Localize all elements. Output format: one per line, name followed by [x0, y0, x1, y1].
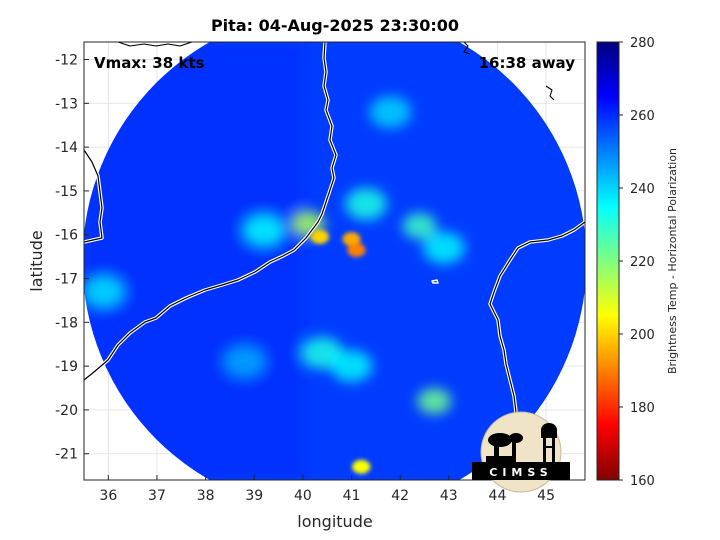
mozambique-coast: [84, 42, 337, 381]
madagascar-coast: [489, 221, 585, 413]
comoros-island: [463, 42, 471, 55]
bt-feature: [84, 275, 125, 308]
bt-feature: [290, 210, 325, 237]
bt-feature: [243, 214, 285, 247]
vmax-annotation: Vmax: 38 kts: [94, 54, 204, 72]
y-tick-label: -19: [55, 359, 78, 375]
bt-feature: [417, 388, 452, 415]
x-tick-label: 44: [489, 488, 507, 504]
colorbar-gradient: [596, 41, 620, 481]
y-tick-label: -17: [55, 272, 78, 288]
colorbar-tick-label: 260: [630, 109, 655, 124]
y-tick-label: -21: [55, 447, 78, 463]
colorbar-label: Brightness Temp - Horizontal Polarizatio…: [666, 148, 679, 374]
y-axis-ticks: -12 -13 -14 -15 -16 -17 -18 -19 -20 -21: [55, 53, 89, 463]
tanzania-coast: [117, 42, 193, 47]
bt-feature: [342, 232, 361, 247]
convective-cores: [310, 229, 371, 474]
bt-feature: [310, 229, 330, 244]
chart-title: Pita: 04-Aug-2025 23:30:00: [211, 16, 459, 35]
water-tower-icon: [541, 423, 557, 462]
y-tick-label: -18: [55, 315, 78, 331]
bt-feature: [352, 459, 371, 474]
colorbar-tick-label: 160: [630, 474, 655, 489]
bt-feature: [402, 212, 437, 239]
coastline: [84, 42, 585, 413]
x-tick-label: 36: [99, 488, 117, 504]
bt-feature: [330, 350, 373, 383]
cimss-logo: CIMSS: [472, 411, 570, 493]
colorbar-tick-label: 180: [630, 401, 655, 416]
colorbar-tick-label: 280: [630, 36, 655, 51]
satellite-dish-icon: [486, 433, 523, 464]
bt-feature: [223, 345, 266, 378]
small-island: [431, 279, 439, 284]
mayotte-island: [545, 85, 555, 101]
x-tick-label: 40: [294, 488, 312, 504]
bt-feature: [423, 231, 465, 264]
x-tick-label: 45: [537, 488, 555, 504]
colorbar-tick-label: 200: [630, 328, 655, 343]
y-tick-label: -15: [55, 184, 78, 200]
colorbar: 160 180 200 220 240 260 280 Brightness Temp - …: [596, 36, 679, 489]
logo-ground: [472, 462, 570, 480]
y-tick-label: -20: [55, 403, 78, 419]
y-tick-label: -16: [55, 228, 78, 244]
x-tick-label: 38: [197, 488, 215, 504]
plot-frame: [83, 41, 586, 481]
y-tick-label: -12: [55, 53, 78, 69]
x-axis-ticks: 36 37 38 39 40 41 42 43 44 45: [99, 475, 555, 504]
y-axis-label: latitude: [27, 230, 46, 291]
x-axis-label: longitude: [297, 512, 372, 531]
bt-feature: [345, 188, 387, 221]
x-tick-label: 42: [391, 488, 409, 504]
x-tick-label: 41: [343, 488, 361, 504]
time-away-annotation: 16:38 away: [479, 54, 576, 72]
colorbar-tick-label: 240: [630, 182, 655, 197]
colorbar-tick-label: 220: [630, 255, 655, 270]
colorbar-ticks: 160 180 200 220 240 260 280: [619, 36, 655, 489]
x-tick-label: 43: [440, 488, 458, 504]
bt-feature: [347, 243, 366, 258]
logo-text: CIMSS: [489, 466, 552, 479]
bt-feature: [369, 96, 412, 129]
x-tick-label: 37: [148, 488, 166, 504]
mozambique-inland: [84, 149, 103, 243]
y-tick-label: -14: [55, 140, 78, 156]
y-tick-label: -13: [55, 96, 78, 112]
x-tick-label: 39: [245, 488, 263, 504]
